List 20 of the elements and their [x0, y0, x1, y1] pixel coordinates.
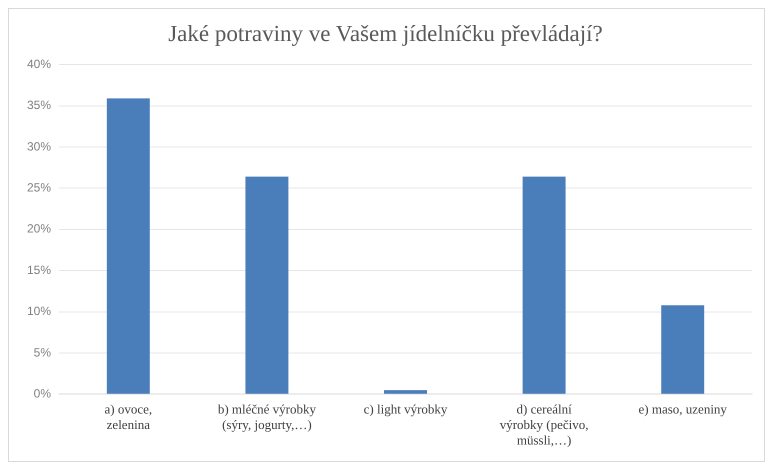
chart-title: Jaké potraviny ve Vašem jídelníčku převládají?	[168, 20, 603, 46]
bar	[245, 176, 288, 394]
y-tick-label: 10%	[26, 304, 52, 318]
y-tick-label: 15%	[26, 262, 52, 277]
bar	[522, 176, 566, 394]
y-tick-label: 20%	[26, 222, 52, 236]
bar	[661, 305, 704, 394]
bar	[106, 98, 150, 394]
x-tick-label: a) ovoce, zelenina	[104, 401, 152, 432]
x-tick-label: e) maso, uzeniny	[638, 401, 728, 416]
y-tick-label: 35%	[26, 98, 52, 112]
y-tick-label: 30%	[26, 139, 52, 154]
y-tick-label: 40%	[26, 56, 52, 71]
x-tick-label: b) mléčné výrobky (sýry, jogurty,…)	[218, 401, 317, 432]
y-tick-label: 25%	[26, 180, 52, 195]
x-tick-label: d) cereální výrobky (pečivo, müssli,…)	[500, 401, 589, 448]
bar	[384, 390, 427, 394]
y-tick-label: 5%	[34, 345, 52, 360]
x-tick-label: c) light výrobky	[364, 401, 448, 416]
y-tick-label: 0%	[34, 386, 52, 401]
